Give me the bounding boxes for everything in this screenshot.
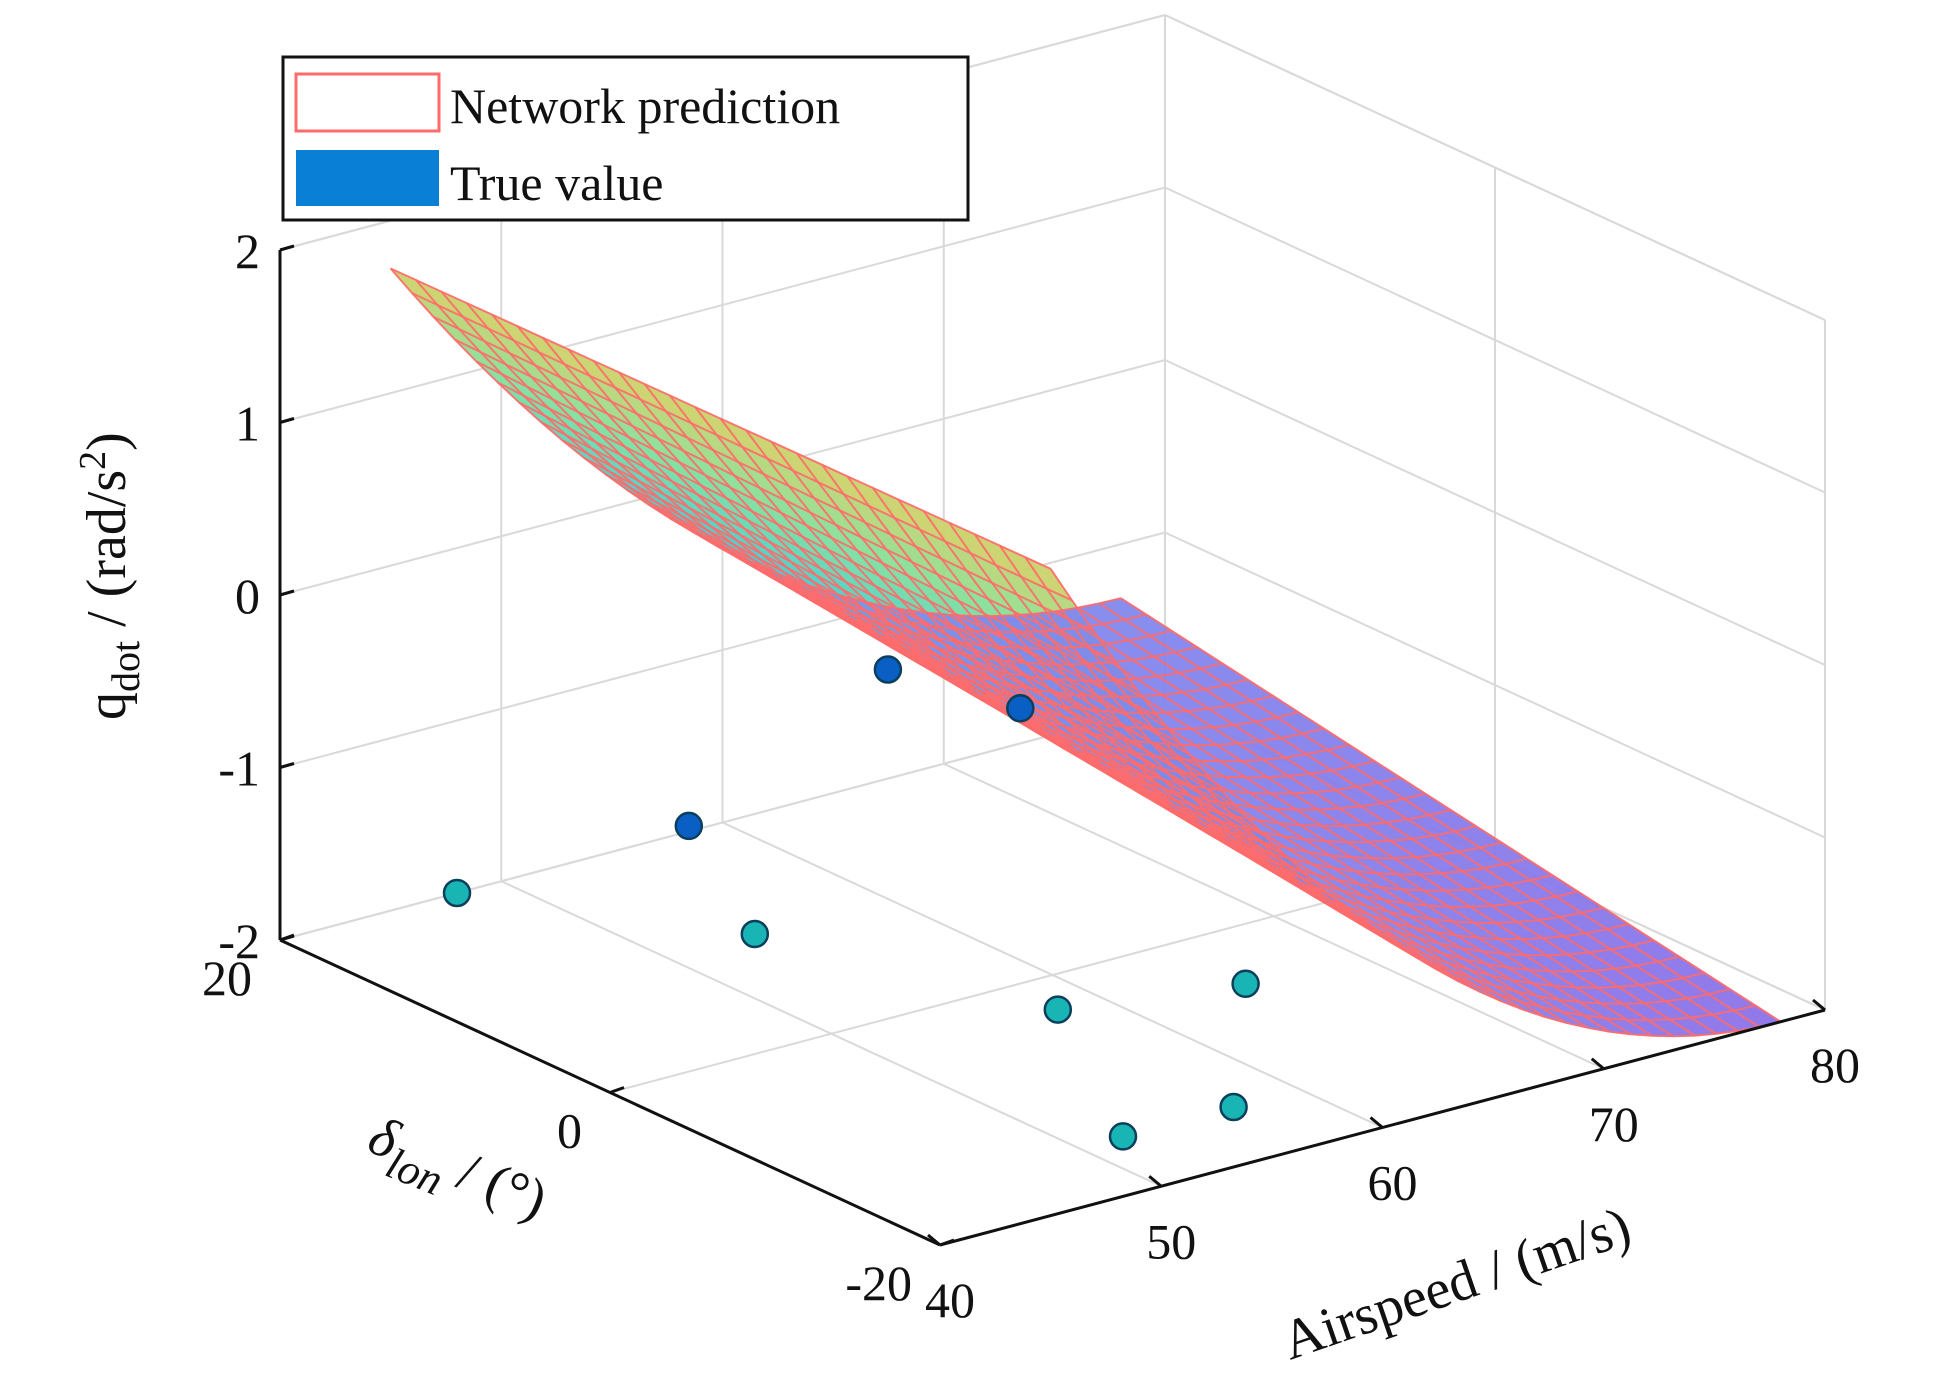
true-value-points xyxy=(442,655,1260,1151)
legend-entry-true-value: True value xyxy=(296,150,663,211)
z-axis-title-unit-close: ) xyxy=(76,432,138,451)
x-axis-title: Airspeed / (m/s) xyxy=(1274,1195,1638,1372)
true-value-point-6 xyxy=(674,811,704,841)
z-tick-2 xyxy=(279,589,295,597)
z-axis-title-subscript: dot xyxy=(103,641,148,692)
legend-swatch-network-prediction xyxy=(294,72,441,133)
y-tick-1 xyxy=(609,1086,625,1094)
z-tick-label-1: -1 xyxy=(218,741,260,797)
y-tick-2 xyxy=(279,933,295,942)
surface-layer xyxy=(390,268,1783,1037)
y-tick-label-1: 0 xyxy=(557,1103,582,1159)
true-value-point-8 xyxy=(1006,694,1035,723)
y-tick-0 xyxy=(939,1238,955,1247)
mesh-line-v-24 xyxy=(999,545,1731,1005)
x-tick-label-4: 80 xyxy=(1810,1037,1860,1093)
y-axis-title-unit: / (°) xyxy=(436,1135,555,1231)
x-tick-label-0: 40 xyxy=(925,1272,975,1328)
grid-horizontal-3 xyxy=(279,186,1826,494)
z-tick-1 xyxy=(279,762,295,769)
legend-label-true-value: True value xyxy=(450,155,663,211)
z-tick-3 xyxy=(279,417,295,424)
z-tick-label-4: 2 xyxy=(235,223,260,279)
x-tick-1 xyxy=(1148,1175,1163,1188)
true-value-point-0 xyxy=(442,878,472,908)
legend-entry-network-prediction: Network prediction xyxy=(294,72,840,134)
y-axis-ticks: -20 0 20 xyxy=(202,933,955,1311)
x-tick-label-2: 60 xyxy=(1368,1155,1418,1211)
true-value-point-7 xyxy=(873,655,903,684)
mesh-line-v-25 xyxy=(1024,556,1756,1022)
true-value-point-2 xyxy=(1108,1122,1138,1151)
mesh-line-v-0 xyxy=(389,267,1122,618)
grid-horizontal-2 xyxy=(279,358,1826,666)
legend: Network prediction True value xyxy=(281,55,970,222)
z-tick-label-3: 1 xyxy=(235,396,260,452)
x-tick-4 xyxy=(1812,998,1826,1012)
x-tick-2 xyxy=(1369,1116,1384,1129)
z-axis-title: qdot / (rad/s2) xyxy=(72,432,148,720)
z-tick-label-2: 0 xyxy=(235,568,260,624)
legend-swatch-true-value xyxy=(296,150,439,206)
x-tick-0 xyxy=(927,1233,941,1247)
z-axis-title-unit-sup: 2 xyxy=(72,451,114,470)
y-tick-label-0: -20 xyxy=(845,1255,912,1311)
x-tick-label-3: 70 xyxy=(1589,1096,1639,1152)
true-value-point-1 xyxy=(740,919,770,949)
x-tick-label-1: 50 xyxy=(1146,1213,1196,1269)
y-axis-title: δlon / (°) xyxy=(355,1105,555,1244)
y-tick-label-2: 20 xyxy=(202,950,252,1006)
z-tick-4 xyxy=(279,244,295,252)
mesh-line-v-4 xyxy=(491,314,1223,682)
z-axis-title-symbol: q xyxy=(76,692,138,720)
legend-label-network-prediction: Network prediction xyxy=(450,78,840,134)
x-tick-3 xyxy=(1590,1057,1605,1070)
z-tick-label-0: -2 xyxy=(218,913,260,969)
z-axis-title-unit: / (rad/s xyxy=(76,470,138,641)
true-value-point-3 xyxy=(1043,995,1073,1024)
x-axis-ticks: 40 50 60 70 80 xyxy=(925,998,1860,1328)
z-axis-ticks: -2 -1 0 1 2 xyxy=(218,223,295,969)
true-value-point-5 xyxy=(1231,969,1260,999)
true-value-point-4 xyxy=(1219,1092,1248,1122)
mesh-line-v-26 xyxy=(1049,568,1782,1038)
grid-horizontal-1 xyxy=(279,531,1826,839)
network-prediction-mesh xyxy=(389,267,1782,1038)
